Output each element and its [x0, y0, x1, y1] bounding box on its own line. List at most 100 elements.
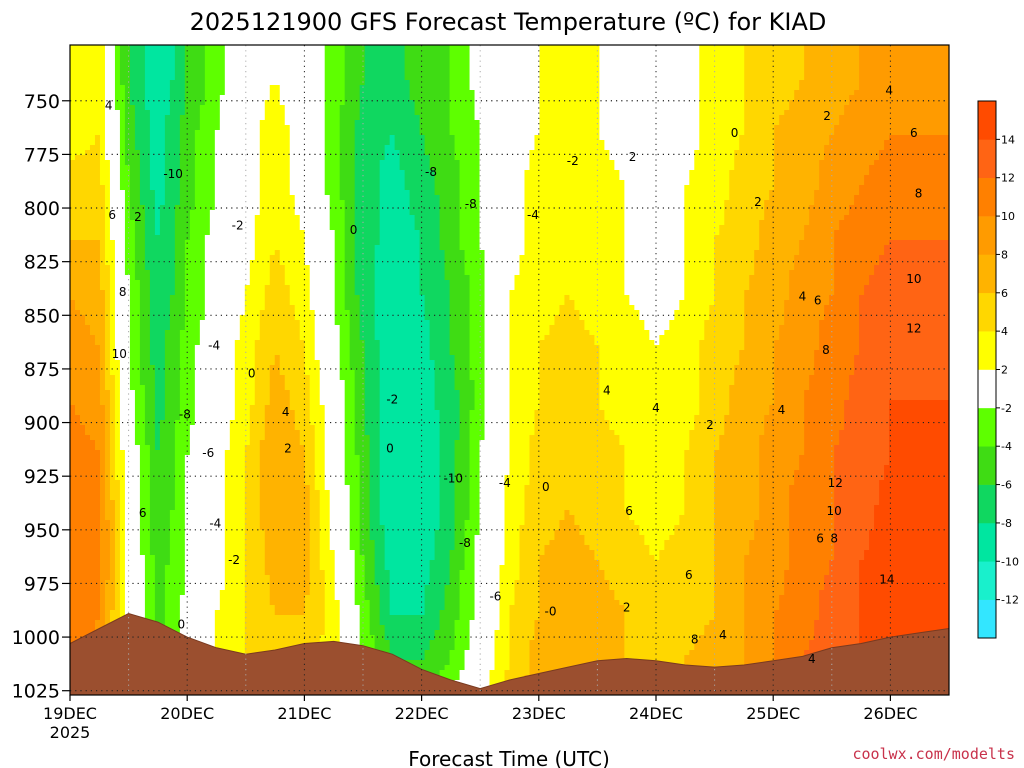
field-cell: [339, 625, 361, 631]
field-cell: [234, 385, 256, 391]
field-cell: [359, 505, 371, 511]
field-cell: [134, 250, 146, 256]
field-cell: [384, 630, 436, 636]
field-cell: [469, 435, 486, 441]
field-cell: [804, 415, 845, 421]
field-cell: [889, 440, 949, 446]
field-cell: [70, 245, 101, 251]
field-cell: [104, 485, 111, 491]
field-cell: [119, 60, 131, 66]
field-cell: [149, 490, 176, 496]
field-cell: [104, 195, 111, 201]
field-cell: [784, 110, 845, 116]
field-cell: [379, 165, 401, 171]
field-cell: [759, 450, 805, 456]
field-cell: [459, 670, 491, 676]
field-cell: [439, 505, 456, 511]
field-cell: [204, 75, 226, 81]
field-cell: [439, 430, 461, 436]
field-cell: [384, 625, 441, 631]
field-cell: [679, 520, 715, 526]
field-cell: [759, 515, 790, 521]
field-cell: [829, 295, 860, 301]
field-cell: [179, 115, 201, 121]
field-cell: [139, 535, 151, 541]
field-cell: [194, 395, 236, 401]
field-cell: [109, 350, 116, 356]
field-cell: [164, 120, 181, 126]
field-cell: [759, 440, 805, 446]
field-cell: [309, 565, 321, 571]
contour-label: -8: [425, 165, 437, 179]
field-cell: [194, 185, 216, 191]
field-cell: [879, 255, 949, 261]
field-cell: [509, 325, 551, 331]
field-cell: [439, 525, 456, 531]
field-cell: [234, 355, 256, 361]
field-cell: [364, 50, 406, 56]
field-cell: [179, 140, 196, 146]
field-cell: [224, 570, 246, 576]
field-cell: [79, 415, 106, 421]
field-cell: [484, 395, 511, 401]
field-cell: [184, 90, 206, 96]
field-cell: [244, 490, 261, 496]
field-cell: [254, 215, 301, 221]
field-cell: [379, 350, 431, 356]
field-cell: [744, 125, 775, 131]
field-cell: [484, 390, 511, 396]
field-cell: [154, 585, 166, 591]
field-cell: [314, 340, 341, 346]
field-cell: [124, 230, 136, 236]
field-cell: [459, 400, 476, 406]
field-cell: [449, 560, 466, 566]
field-cell: [119, 50, 131, 56]
field-cell: [184, 495, 226, 501]
field-cell: [374, 565, 386, 571]
field-cell: [70, 175, 101, 181]
field-cell: [70, 515, 101, 521]
field-cell: [234, 390, 256, 396]
field-cell: [719, 225, 760, 231]
field-cell: [774, 165, 820, 171]
field-cell: [499, 620, 511, 626]
field-cell: [499, 590, 516, 596]
field-cell: [139, 540, 151, 546]
field-cell: [124, 90, 131, 96]
field-cell: [799, 465, 835, 471]
field-cell: [124, 120, 136, 126]
field-cell: [624, 505, 685, 511]
field-cell: [559, 310, 581, 316]
field-cell: [119, 165, 131, 171]
field-cell: [694, 155, 735, 161]
field-cell: [539, 120, 600, 126]
field-cell: [714, 615, 745, 621]
field-cell: [699, 80, 745, 86]
field-cell: [714, 565, 745, 571]
field-cell: [324, 585, 336, 591]
field-cell: [424, 600, 446, 606]
field-cell: [439, 460, 456, 466]
field-cell: [309, 290, 336, 296]
field-cell: [379, 460, 441, 466]
field-cell: [114, 395, 121, 401]
field-cell: [869, 535, 949, 541]
field-cell: [214, 625, 246, 631]
field-cell: [319, 515, 331, 521]
field-cell: [379, 230, 421, 236]
field-cell: [204, 90, 226, 96]
field-cell: [134, 415, 146, 421]
field-cell: [744, 345, 775, 351]
field-cell: [529, 160, 615, 166]
field-cell: [364, 370, 381, 376]
field-cell: [70, 540, 101, 546]
field-cell: [419, 255, 446, 261]
field-cell: [134, 270, 151, 276]
y-tick-label: 975: [24, 573, 60, 595]
field-cell: [114, 260, 126, 266]
field-cell: [714, 570, 745, 576]
field-cell: [684, 480, 715, 486]
field-cell: [739, 140, 775, 146]
field-cell: [449, 75, 471, 81]
field-cell: [419, 280, 451, 286]
